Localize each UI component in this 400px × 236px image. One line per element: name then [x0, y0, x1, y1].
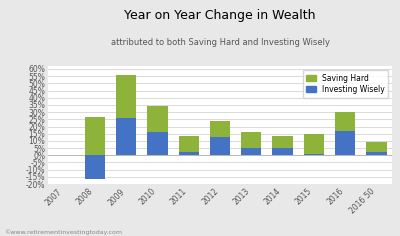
Bar: [210, 137, 230, 155]
Bar: [272, 136, 293, 148]
Bar: [147, 132, 168, 155]
Bar: [272, 148, 293, 155]
Bar: [85, 155, 105, 179]
Text: Year on Year Change in Wealth: Year on Year Change in Wealth: [124, 9, 316, 22]
Bar: [210, 122, 230, 137]
Bar: [241, 131, 262, 148]
Bar: [116, 75, 136, 118]
Bar: [116, 118, 136, 155]
Bar: [366, 142, 386, 152]
Bar: [85, 117, 105, 155]
Bar: [178, 152, 199, 155]
Bar: [304, 135, 324, 154]
Bar: [147, 106, 168, 132]
Bar: [335, 131, 355, 155]
Bar: [241, 148, 262, 155]
Bar: [335, 112, 355, 131]
Bar: [304, 154, 324, 155]
Text: attributed to both Saving Hard and Investing Wisely: attributed to both Saving Hard and Inves…: [110, 38, 330, 47]
Bar: [178, 136, 199, 152]
Legend: Saving Hard, Investing Wisely: Saving Hard, Investing Wisely: [302, 70, 388, 98]
Bar: [366, 152, 386, 155]
Text: ©www.retirementinvestingtoday.com: ©www.retirementinvestingtoday.com: [4, 229, 122, 235]
